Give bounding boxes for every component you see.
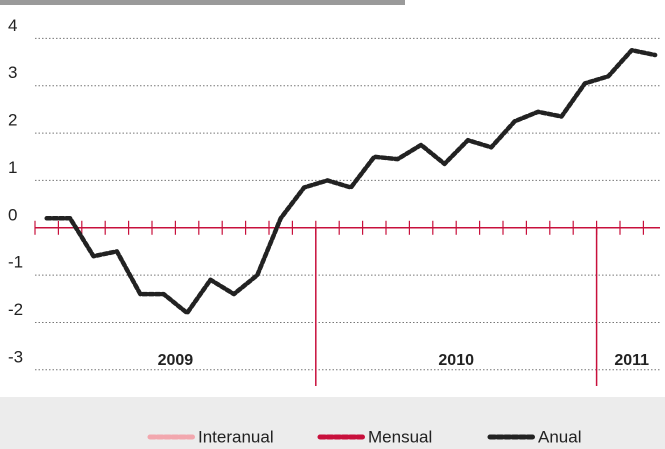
legend-label: Anual (538, 427, 581, 446)
series-line (44, 47, 658, 316)
year-label: 2010 (438, 352, 474, 369)
y-tick-label: 3 (8, 63, 17, 82)
y-tick-label: 4 (8, 16, 17, 35)
y-tick-label: 2 (8, 111, 17, 130)
y-tick-label: -1 (8, 253, 23, 272)
top-bar (0, 0, 405, 5)
y-tick-label: -3 (8, 347, 23, 366)
y-tick-label: 1 (8, 158, 17, 177)
legend-label: Interanual (198, 427, 274, 446)
legend-band (0, 397, 665, 449)
year-label: 2011 (614, 352, 649, 369)
year-label: 2009 (158, 352, 194, 369)
y-tick-label: 0 (8, 205, 17, 224)
legend-label: Mensual (368, 427, 432, 446)
y-tick-label: -2 (8, 300, 23, 319)
